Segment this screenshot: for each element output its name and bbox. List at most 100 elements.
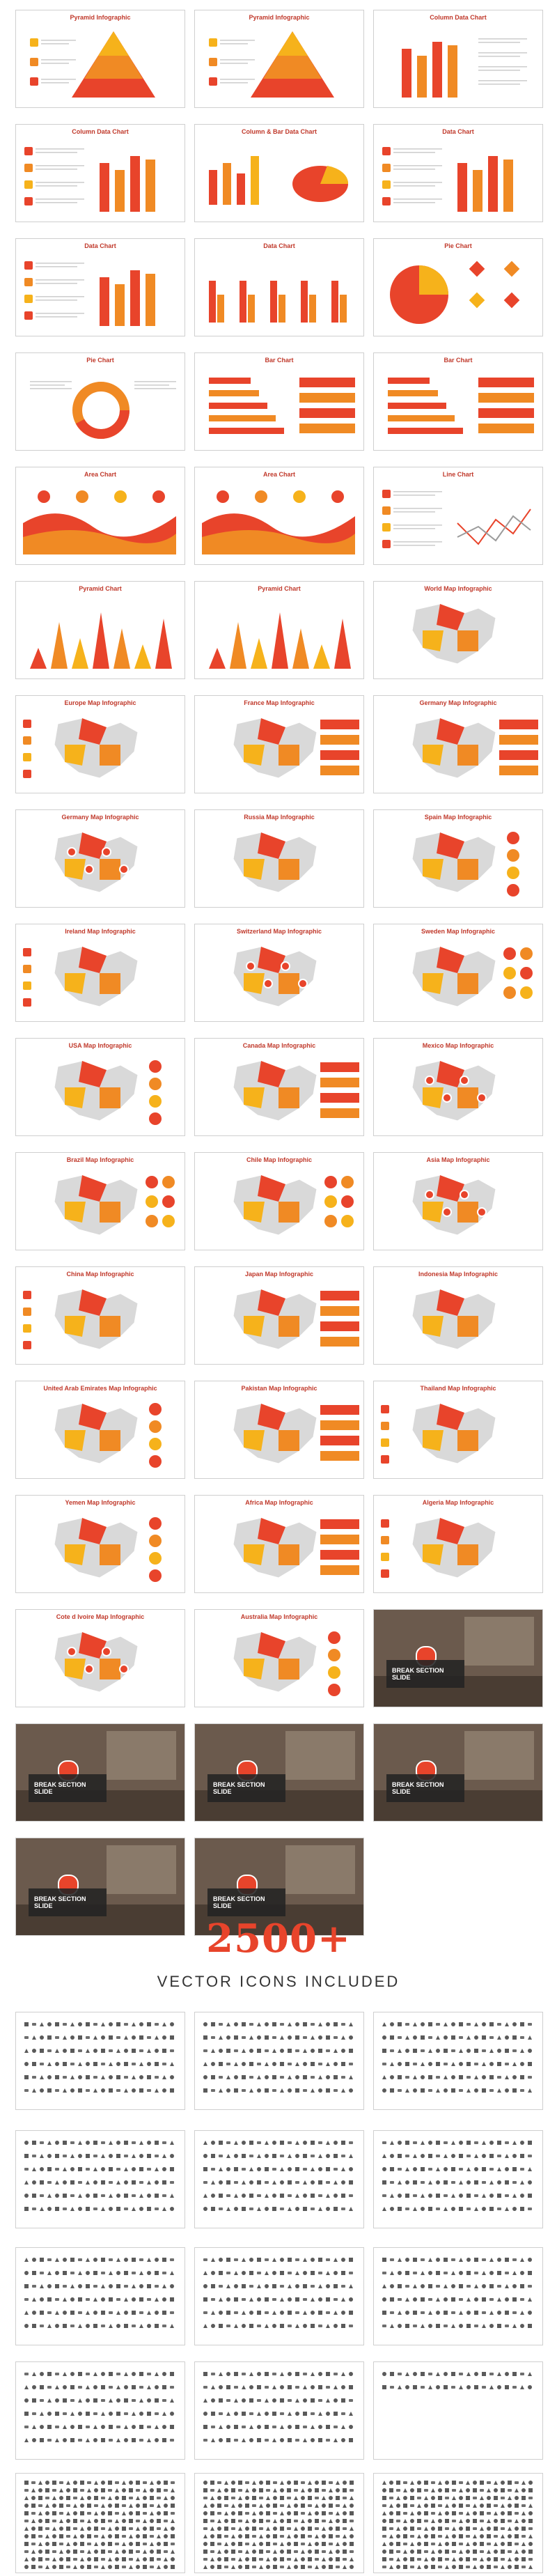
- glyph-icon: [47, 2207, 52, 2211]
- slide-thumbnail[interactable]: Column Data Chart: [15, 124, 185, 222]
- glyph-icon: [508, 2542, 512, 2546]
- glyph-icon: [170, 2049, 174, 2052]
- glyph-icon: [231, 2527, 235, 2530]
- icon-sheet-thumbnail[interactable]: [373, 2012, 543, 2110]
- glyph-icon: [59, 2504, 63, 2508]
- slide-thumbnail[interactable]: Cote d Ivoire Map Infographic: [15, 1609, 185, 1707]
- slide-thumbnail[interactable]: China Map Infographic: [15, 1266, 185, 1365]
- icon-sheet-thumbnail[interactable]: [194, 2361, 364, 2460]
- slide-thumbnail[interactable]: Germany Map Infographic: [15, 809, 185, 908]
- slide-thumbnail[interactable]: BREAK SECTION SLIDE: [15, 1838, 185, 1936]
- slide-thumbnail[interactable]: Pyramid Chart: [15, 581, 185, 679]
- icon-sheet-thumbnail[interactable]: [15, 2247, 185, 2345]
- slide-thumbnail[interactable]: Pyramid Infographic: [15, 10, 185, 108]
- slide-thumbnail[interactable]: Asia Map Infographic: [373, 1152, 543, 1250]
- icon-sheet-thumbnail[interactable]: [15, 2130, 185, 2228]
- slide-thumbnail[interactable]: Brazil Map Infographic: [15, 1152, 185, 1250]
- icon-sheet-thumbnail[interactable]: [15, 2473, 185, 2573]
- glyph-icon: [245, 2504, 249, 2508]
- glyph-icon: [249, 2035, 253, 2040]
- slide-thumbnail[interactable]: Chile Map Infographic: [194, 1152, 364, 1250]
- slide-thumbnail[interactable]: BREAK SECTION SLIDE: [373, 1723, 543, 1822]
- glyph-icon: [487, 2527, 491, 2531]
- slide-thumbnail[interactable]: Africa Map Infographic: [194, 1495, 364, 1593]
- slide-thumbnail[interactable]: Pie Chart: [15, 352, 185, 451]
- slide-thumbnail[interactable]: BREAK SECTION SLIDE: [15, 1723, 185, 1822]
- glyph-icon: [132, 2425, 136, 2429]
- slide-thumbnail[interactable]: France Map Infographic: [194, 695, 364, 793]
- glyph-icon: [147, 2154, 151, 2158]
- glyph-icon: [136, 2489, 140, 2492]
- glyph-icon: [108, 2504, 112, 2508]
- glyph-icon: [497, 2285, 501, 2288]
- glyph-icon: [336, 2566, 340, 2568]
- slide-thumbnail[interactable]: Switzerland Map Infographic: [194, 924, 364, 1022]
- icon-circle: [146, 1195, 158, 1208]
- glyph-icon: [234, 2425, 238, 2429]
- slide-thumbnail[interactable]: Russia Map Infographic: [194, 809, 364, 908]
- slide-thumbnail[interactable]: Pyramid Chart: [194, 581, 364, 679]
- glyph-icon: [242, 2089, 246, 2092]
- slide-thumbnail[interactable]: Area Chart: [15, 467, 185, 565]
- slide-thumbnail[interactable]: Bar Chart: [373, 352, 543, 451]
- slide-thumbnail[interactable]: Data Chart: [15, 238, 185, 336]
- slide-thumbnail[interactable]: Pyramid Infographic: [194, 10, 364, 108]
- slide-thumbnail[interactable]: Data Chart: [194, 238, 364, 336]
- slide-thumbnail[interactable]: Spain Map Infographic: [373, 809, 543, 908]
- icon-sheet-thumbnail[interactable]: [194, 2247, 364, 2345]
- glyph-icon: [265, 2194, 269, 2198]
- glyph-icon: [295, 2181, 299, 2184]
- map-region: [437, 1061, 464, 1087]
- glyph-icon: [147, 2412, 151, 2416]
- slide-thumbnail[interactable]: Thailand Map Infographic: [373, 1381, 543, 1479]
- icon-sheet-thumbnail[interactable]: [373, 2473, 543, 2573]
- slide-thumbnail[interactable]: Canada Map Infographic: [194, 1038, 364, 1136]
- slide-thumbnail[interactable]: Line Chart: [373, 467, 543, 565]
- slide-thumbnail[interactable]: BREAK SECTION SLIDE: [194, 1838, 364, 1936]
- slide-thumbnail[interactable]: Pie Chart: [373, 238, 543, 336]
- slide-thumbnail[interactable]: Column & Bar Data Chart: [194, 124, 364, 222]
- slide-thumbnail[interactable]: BREAK SECTION SLIDE: [373, 1609, 543, 1707]
- slide-thumbnail[interactable]: United Arab Emirates Map Infographic: [15, 1381, 185, 1479]
- icon-sheet-thumbnail[interactable]: [194, 2473, 364, 2573]
- map-region: [244, 859, 265, 880]
- glyph-icon: [147, 2398, 151, 2403]
- slide-graphic: [23, 717, 139, 779]
- glyph-icon: [45, 2497, 49, 2499]
- glyph-icon: [459, 2154, 463, 2158]
- text-placeholder-line: [220, 79, 255, 80]
- slide-thumbnail[interactable]: Ireland Map Infographic: [15, 924, 185, 1022]
- glyph-icon: [136, 2481, 140, 2485]
- icon-sheet-thumbnail[interactable]: [194, 2130, 364, 2228]
- slide-thumbnail[interactable]: Australia Map Infographic: [194, 1609, 364, 1707]
- slide-thumbnail[interactable]: Bar Chart: [194, 352, 364, 451]
- slide-thumbnail[interactable]: Indonesia Map Infographic: [373, 1266, 543, 1365]
- slide-thumbnail[interactable]: Sweden Map Infographic: [373, 924, 543, 1022]
- slide-thumbnail[interactable]: BREAK SECTION SLIDE: [194, 1723, 364, 1822]
- glyph-icon: [428, 2022, 432, 2026]
- slide-thumbnail[interactable]: Germany Map Infographic: [373, 695, 543, 793]
- slide-thumbnail[interactable]: Column Data Chart: [373, 10, 543, 108]
- glyph-icon: [403, 2504, 407, 2508]
- slide-thumbnail[interactable]: World Map Infographic: [373, 581, 543, 679]
- slide-thumbnail[interactable]: Europe Map Infographic: [15, 695, 185, 793]
- icon-sheet-thumbnail[interactable]: [15, 2012, 185, 2110]
- icon-sheet-thumbnail[interactable]: [194, 2012, 364, 2110]
- icon-sheet-thumbnail[interactable]: [373, 2247, 543, 2345]
- slide-thumbnail[interactable]: Mexico Map Infographic: [373, 1038, 543, 1136]
- slide-thumbnail[interactable]: Japan Map Infographic: [194, 1266, 364, 1365]
- icon-sheet-thumbnail[interactable]: [15, 2361, 185, 2460]
- glyph-icon: [311, 2311, 315, 2315]
- slide-thumbnail[interactable]: Pakistan Map Infographic: [194, 1381, 364, 1479]
- slide-thumbnail[interactable]: Yemen Map Infographic: [15, 1495, 185, 1593]
- slide-thumbnail[interactable]: Data Chart: [373, 124, 543, 222]
- glyph-icon: [124, 2194, 128, 2198]
- glyph-icon: [24, 2398, 29, 2403]
- icon-sheet-thumbnail[interactable]: [373, 2361, 543, 2460]
- slide-thumbnail[interactable]: Area Chart: [194, 467, 364, 565]
- glyph-icon: [459, 2565, 463, 2569]
- glyph-icon: [157, 2511, 161, 2515]
- icon-sheet-thumbnail[interactable]: [373, 2130, 543, 2228]
- slide-thumbnail[interactable]: USA Map Infographic: [15, 1038, 185, 1136]
- slide-thumbnail[interactable]: Algeria Map Infographic: [373, 1495, 543, 1593]
